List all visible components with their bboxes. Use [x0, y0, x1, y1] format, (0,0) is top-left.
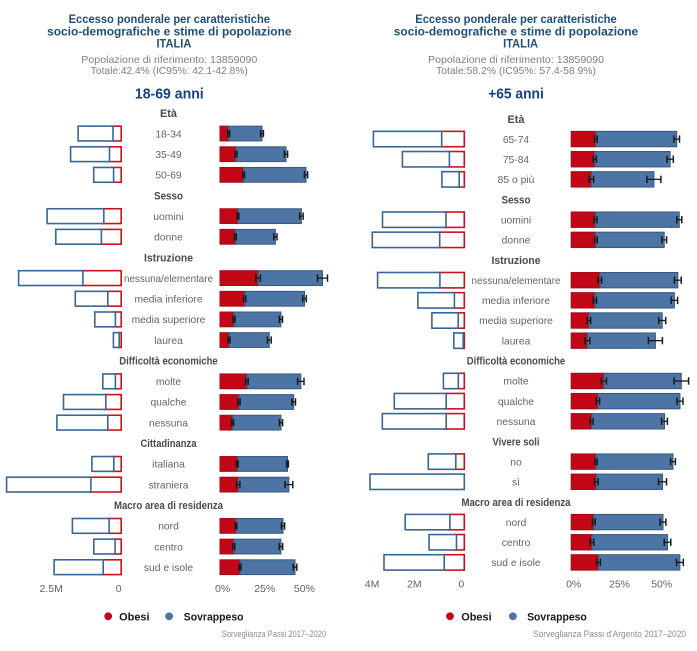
svg-text:Difficoltà economiche: Difficoltà economiche — [467, 356, 565, 368]
svg-text:2M: 2M — [407, 579, 422, 591]
svg-text:Istruzione: Istruzione — [492, 255, 541, 267]
svg-text:0: 0 — [458, 579, 464, 591]
svg-text:socio-demografiche e stime di: socio-demografiche e stime di popolazion… — [394, 24, 639, 38]
svg-text:Sorveglianza Passi d'Argento 2: Sorveglianza Passi d'Argento 2017–2020 — [533, 629, 686, 640]
svg-text:media superiore: media superiore — [132, 315, 206, 326]
svg-text:Sesso: Sesso — [502, 194, 531, 206]
svg-text:donne: donne — [154, 233, 183, 244]
svg-text:uomini: uomini — [501, 215, 531, 226]
svg-text:Sesso: Sesso — [154, 190, 183, 202]
svg-text:0%: 0% — [566, 579, 581, 591]
svg-text:nessuna: nessuna — [497, 417, 536, 428]
svg-text:sud e isole: sud e isole — [491, 558, 541, 569]
svg-text:Sovrappeso: Sovrappeso — [527, 611, 587, 623]
svg-text:media inferiore: media inferiore — [134, 294, 202, 305]
svg-text:laurea: laurea — [154, 336, 183, 347]
svg-text:nessuna/elementare: nessuna/elementare — [472, 276, 561, 287]
svg-text:0%: 0% — [215, 583, 230, 595]
svg-text:Obesi: Obesi — [461, 611, 492, 623]
svg-text:media inferiore: media inferiore — [482, 296, 550, 307]
svg-text:nord: nord — [506, 518, 527, 529]
svg-text:35-49: 35-49 — [155, 150, 182, 161]
svg-text:ITALIA: ITALIA — [503, 37, 538, 51]
svg-text:laurea: laurea — [502, 336, 531, 347]
svg-text:centro: centro — [502, 538, 531, 549]
svg-text:Macro area di residenza: Macro area di residenza — [461, 497, 571, 509]
svg-text:Popolazione di riferimento: 13: Popolazione di riferimento: 13859090 — [81, 54, 257, 66]
svg-text:65-74: 65-74 — [503, 135, 530, 146]
svg-text:molte: molte — [503, 377, 528, 388]
svg-text:molte: molte — [156, 377, 181, 388]
svg-text:Sovrappeso: Sovrappeso — [184, 611, 244, 623]
svg-text:Età: Età — [160, 108, 178, 120]
svg-text:Difficoltà economiche: Difficoltà economiche — [119, 356, 217, 368]
svg-text:Popolazione di riferimento: 13: Popolazione di riferimento: 13859090 — [428, 54, 604, 66]
svg-text:Macro area di residenza: Macro area di residenza — [114, 500, 224, 512]
svg-text:2.5M: 2.5M — [40, 583, 63, 595]
svg-text:Età: Età — [508, 114, 526, 126]
svg-text:straniera: straniera — [148, 480, 188, 491]
svg-text:italiana: italiana — [152, 460, 185, 471]
svg-text:4M: 4M — [365, 579, 380, 591]
svg-text:uomini: uomini — [153, 212, 183, 223]
svg-text:sì: sì — [512, 477, 520, 488]
svg-text:25%: 25% — [609, 579, 630, 591]
svg-text:18-34: 18-34 — [155, 129, 182, 140]
svg-text:18-69 anni: 18-69 anni — [135, 87, 204, 103]
svg-text:+65 anni: +65 anni — [488, 87, 544, 103]
svg-text:nessuna: nessuna — [149, 418, 188, 429]
svg-text:nord: nord — [158, 522, 179, 533]
svg-text:ITALIA: ITALIA — [156, 37, 191, 51]
svg-text:Obesi: Obesi — [119, 611, 150, 623]
svg-text:centro: centro — [154, 542, 183, 553]
svg-text:75-84: 75-84 — [503, 155, 530, 166]
svg-text:85 o più: 85 o più — [498, 175, 535, 186]
svg-text:media superiore: media superiore — [479, 316, 553, 327]
svg-text:Totale:58.2% (IC95%: 57.4-58.9: Totale:58.2% (IC95%: 57.4-58.9%) — [436, 65, 596, 77]
svg-text:Vivere soli: Vivere soli — [493, 436, 540, 448]
svg-text:Istruzione: Istruzione — [144, 252, 193, 264]
svg-text:qualche: qualche — [150, 398, 186, 409]
svg-text:25%: 25% — [254, 583, 275, 595]
svg-text:50%: 50% — [651, 579, 672, 591]
svg-text:50-69: 50-69 — [155, 171, 182, 182]
svg-text:0: 0 — [116, 583, 122, 595]
svg-text:sud e isole: sud e isole — [144, 563, 194, 574]
svg-text:qualche: qualche — [498, 397, 534, 408]
svg-text:Totale:42.4% (IC95%: 42.1-42.8: Totale:42.4% (IC95%: 42.1-42.8%) — [91, 65, 248, 77]
svg-text:Cittadinanza: Cittadinanza — [141, 438, 198, 450]
svg-text:no: no — [510, 457, 522, 468]
svg-text:donne: donne — [502, 236, 531, 247]
svg-text:50%: 50% — [294, 583, 315, 595]
svg-text:Eccesso ponderale per caratter: Eccesso ponderale per caratteristiche — [69, 12, 271, 26]
svg-text:Sorveglianza Passi 2017–2020: Sorveglianza Passi 2017–2020 — [222, 629, 326, 640]
svg-text:socio-demografiche e stime di: socio-demografiche e stime di popolazion… — [47, 24, 292, 38]
svg-text:Eccesso ponderale per caratter: Eccesso ponderale per caratteristiche — [415, 12, 617, 26]
svg-text:nessuna/elementare: nessuna/elementare — [124, 274, 213, 285]
